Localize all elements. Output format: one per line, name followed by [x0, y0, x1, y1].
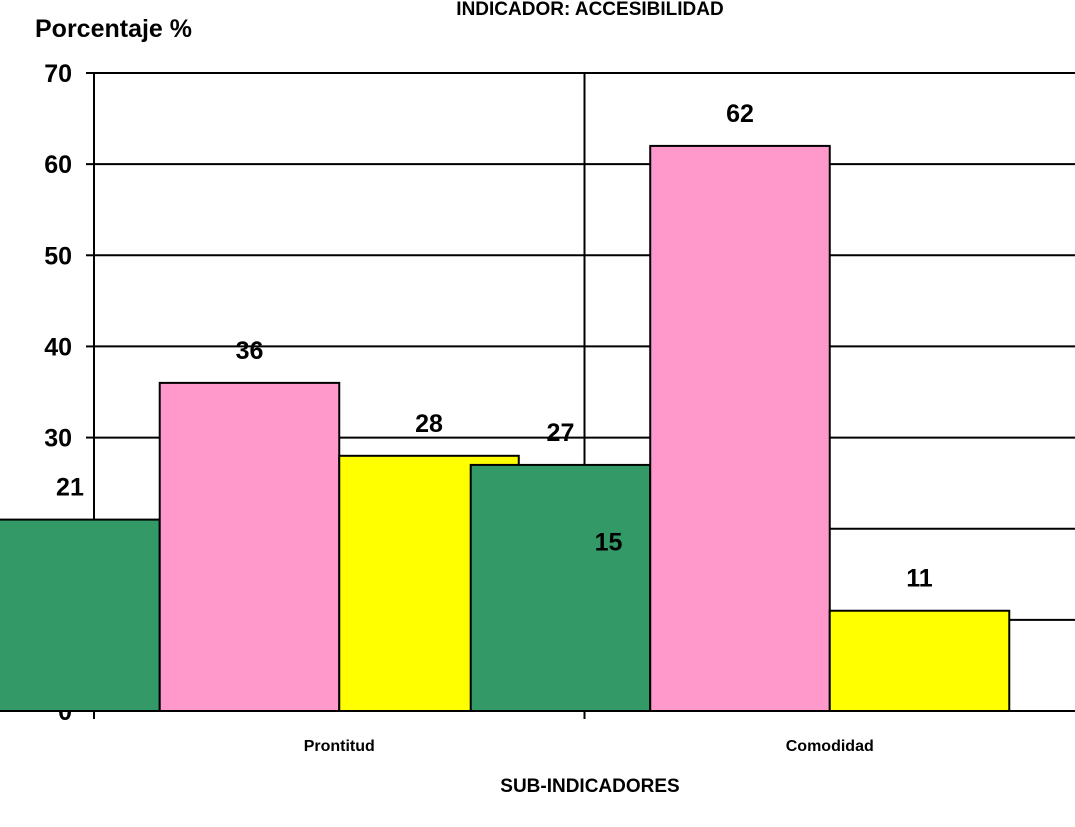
x-tick-label: Comodidad [786, 738, 874, 755]
y-tick-label: 30 [44, 425, 72, 453]
y-axis-label: Porcentaje % [35, 15, 192, 43]
data-labels: 213628152762110 [56, 100, 933, 593]
y-tick-label: 70 [44, 60, 72, 88]
data-label: 15 [595, 528, 623, 556]
y-tick-label: 40 [44, 333, 72, 361]
bar [0, 518, 161, 712]
y-tick-label: 60 [44, 151, 72, 179]
x-axis-label: SUB-INDICADORES [500, 776, 679, 797]
data-label: 27 [547, 419, 575, 447]
data-label: 11 [906, 565, 933, 593]
bar [158, 381, 341, 712]
bars [0, 144, 1011, 712]
x-tick-label: Prontitud [304, 738, 375, 755]
data-label: 62 [726, 100, 754, 128]
y-tick-label: 50 [44, 242, 72, 270]
data-label: 21 [56, 474, 84, 502]
chart-title: INDICADOR: ACCESIBILIDAD [456, 0, 723, 20]
data-label: 28 [415, 410, 443, 438]
bar [828, 609, 1011, 712]
bar [649, 144, 831, 712]
data-label: 36 [236, 337, 264, 365]
bar [469, 463, 652, 712]
